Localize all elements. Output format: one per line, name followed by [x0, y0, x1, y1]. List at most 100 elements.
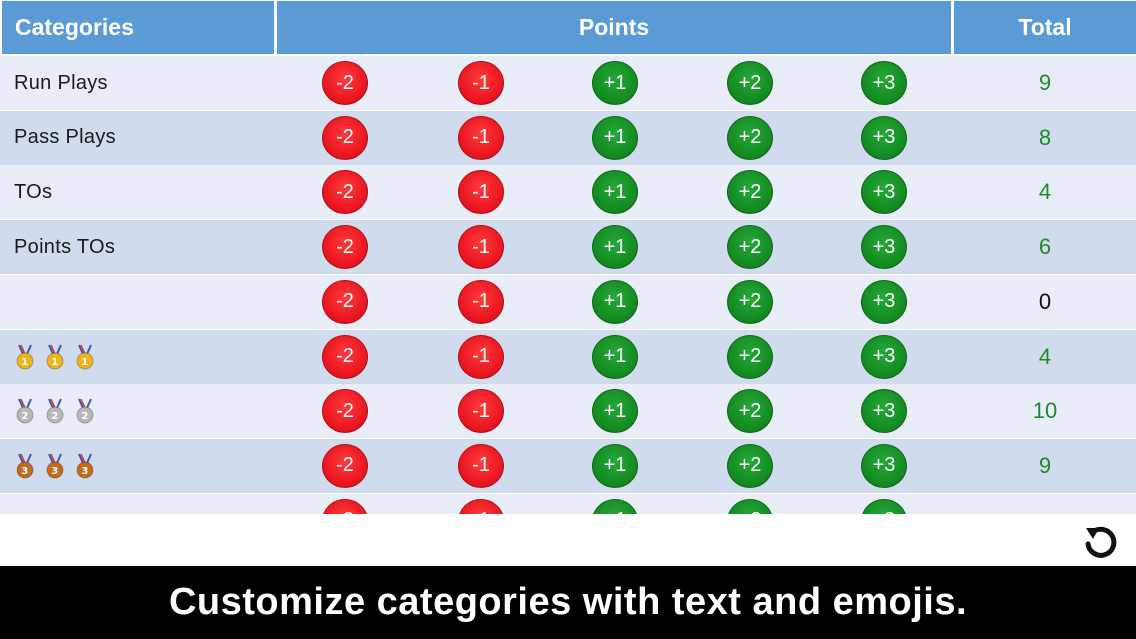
silver-medal-icon: 2 [74, 398, 96, 424]
points-button-minus2[interactable]: -2 [322, 334, 368, 379]
points-button-plus3[interactable]: +3 [861, 498, 907, 514]
gold-medal-icon: 1 [74, 344, 96, 370]
points-button-plus3[interactable]: +3 [861, 443, 907, 488]
points-button-plus1[interactable]: +1 [592, 389, 638, 434]
points-button-minus2[interactable]: -2 [322, 498, 368, 514]
points-button-minus1[interactable]: -1 [458, 225, 504, 270]
points-button-plus3[interactable]: +3 [861, 279, 907, 324]
points-button-plus2[interactable]: +2 [727, 389, 773, 434]
points-button-minus2[interactable]: -2 [322, 115, 368, 160]
svg-text:1: 1 [21, 357, 28, 368]
category-cell[interactable] [0, 494, 275, 514]
points-button-plus2[interactable]: +2 [727, 498, 773, 514]
score-table[interactable]: Run Plays -2 -1 +1 +2 +3 9 Pass Plays -2 -1 +1 +2 +3… [0, 56, 1136, 514]
total-value: 4 [1038, 179, 1052, 205]
refresh-icon[interactable] [1080, 522, 1124, 562]
points-button-minus2[interactable]: -2 [322, 225, 368, 270]
bronze-medal-icon: 3 [14, 453, 36, 479]
points-cell: -2 -1 +1 +2 +3 [277, 111, 952, 165]
svg-text:2: 2 [21, 411, 28, 422]
points-button-plus2[interactable]: +2 [727, 443, 773, 488]
points-button-plus1[interactable]: +1 [592, 225, 638, 270]
points-cell: -2 -1 +1 +2 +3 [277, 275, 952, 329]
bronze-medal-icon: 3 [74, 453, 96, 479]
category-cell[interactable]: Points TOs [0, 220, 275, 274]
toolbar [0, 514, 1136, 566]
total-value: 4 [1038, 343, 1052, 369]
svg-text:1: 1 [51, 357, 58, 368]
points-button-minus1[interactable]: -1 [458, 115, 504, 160]
points-button-plus3[interactable]: +3 [861, 115, 907, 160]
category-cell[interactable]: 3 3 3 [0, 439, 275, 493]
svg-text:3: 3 [21, 466, 28, 477]
points-button-plus2[interactable]: +2 [727, 61, 773, 105]
total-value: 9 [1038, 452, 1052, 478]
points-button-plus1[interactable]: +1 [592, 61, 638, 105]
points-button-minus2[interactable]: -2 [322, 61, 368, 105]
gold-medal-icon: 1 [44, 344, 66, 370]
caption-banner: Customize categories with text and emoji… [0, 566, 1136, 639]
points-button-plus3[interactable]: +3 [861, 61, 907, 105]
points-button-minus1[interactable]: -1 [458, 334, 504, 379]
silver-medal-icon: 2 [14, 398, 36, 424]
svg-text:3: 3 [81, 466, 88, 477]
table-row: -2 -1 +1 +2 +3 0 [0, 274, 1136, 329]
category-label: Pass Plays [14, 126, 116, 149]
bronze-medal-icon: 3 [44, 453, 66, 479]
points-button-minus1[interactable]: -1 [458, 61, 504, 105]
category-cell[interactable]: TOs [0, 165, 275, 219]
category-cell[interactable]: Run Plays [0, 56, 275, 110]
total-value: 9 [1038, 70, 1052, 95]
total-value: 6 [1038, 234, 1052, 260]
points-button-plus3[interactable]: +3 [861, 334, 907, 379]
table-row: TOs -2 -1 +1 +2 +3 4 [0, 165, 1136, 220]
points-button-plus1[interactable]: +1 [592, 443, 638, 488]
total-value: 10 [1032, 398, 1058, 424]
points-button-minus2[interactable]: -2 [322, 389, 368, 434]
total-value [954, 494, 1136, 514]
points-button-plus1[interactable]: +1 [592, 334, 638, 379]
points-button-minus1[interactable]: -1 [458, 498, 504, 514]
points-button-plus2[interactable]: +2 [727, 279, 773, 324]
svg-text:3: 3 [51, 466, 58, 477]
points-cell: -2 -1 +1 +2 +3 [277, 494, 952, 514]
points-button-minus2[interactable]: -2 [322, 443, 368, 488]
points-button-minus1[interactable]: -1 [458, 170, 504, 215]
header-categories: Categories [2, 1, 274, 54]
svg-text:2: 2 [81, 411, 88, 422]
category-cell[interactable]: 2 2 2 [0, 384, 275, 438]
points-cell: -2 -1 +1 +2 +3 [277, 384, 952, 438]
table-row: Pass Plays -2 -1 +1 +2 +3 8 [0, 110, 1136, 165]
category-cell[interactable] [0, 275, 275, 329]
svg-text:1: 1 [81, 357, 88, 368]
points-button-plus2[interactable]: +2 [727, 170, 773, 215]
points-cell: -2 -1 +1 +2 +3 [277, 439, 952, 493]
points-button-plus1[interactable]: +1 [592, 498, 638, 514]
points-button-plus2[interactable]: +2 [727, 115, 773, 160]
points-cell: -2 -1 +1 +2 +3 [277, 330, 952, 384]
points-button-plus3[interactable]: +3 [861, 170, 907, 215]
table-row: 1 1 1 -2 -1 +1 +2 +3 4 [0, 329, 1136, 384]
silver-medal-icon: 2 [44, 398, 66, 424]
category-label: Run Plays [14, 71, 108, 94]
points-button-minus1[interactable]: -1 [458, 443, 504, 488]
points-button-minus2[interactable]: -2 [322, 279, 368, 324]
table-row: 3 3 3 -2 -1 +1 +2 +3 9 [0, 438, 1136, 493]
points-cell: -2 -1 +1 +2 +3 [277, 165, 952, 219]
points-button-plus1[interactable]: +1 [592, 170, 638, 215]
table-row: Points TOs -2 -1 +1 +2 +3 6 [0, 220, 1136, 275]
total-value: 8 [1038, 124, 1052, 150]
points-button-plus2[interactable]: +2 [727, 225, 773, 270]
points-button-minus2[interactable]: -2 [322, 170, 368, 215]
category-cell[interactable]: 1 1 1 [0, 330, 275, 384]
points-button-minus1[interactable]: -1 [458, 389, 504, 434]
points-button-plus3[interactable]: +3 [861, 225, 907, 270]
points-button-plus1[interactable]: +1 [592, 115, 638, 160]
points-cell: -2 -1 +1 +2 +3 [277, 220, 952, 274]
points-button-plus3[interactable]: +3 [861, 389, 907, 434]
points-button-plus1[interactable]: +1 [592, 279, 638, 324]
category-cell[interactable]: Pass Plays [0, 111, 275, 165]
points-button-minus1[interactable]: -1 [458, 279, 504, 324]
points-button-plus2[interactable]: +2 [727, 334, 773, 379]
points-cell: -2 -1 +1 +2 +3 [277, 56, 952, 110]
